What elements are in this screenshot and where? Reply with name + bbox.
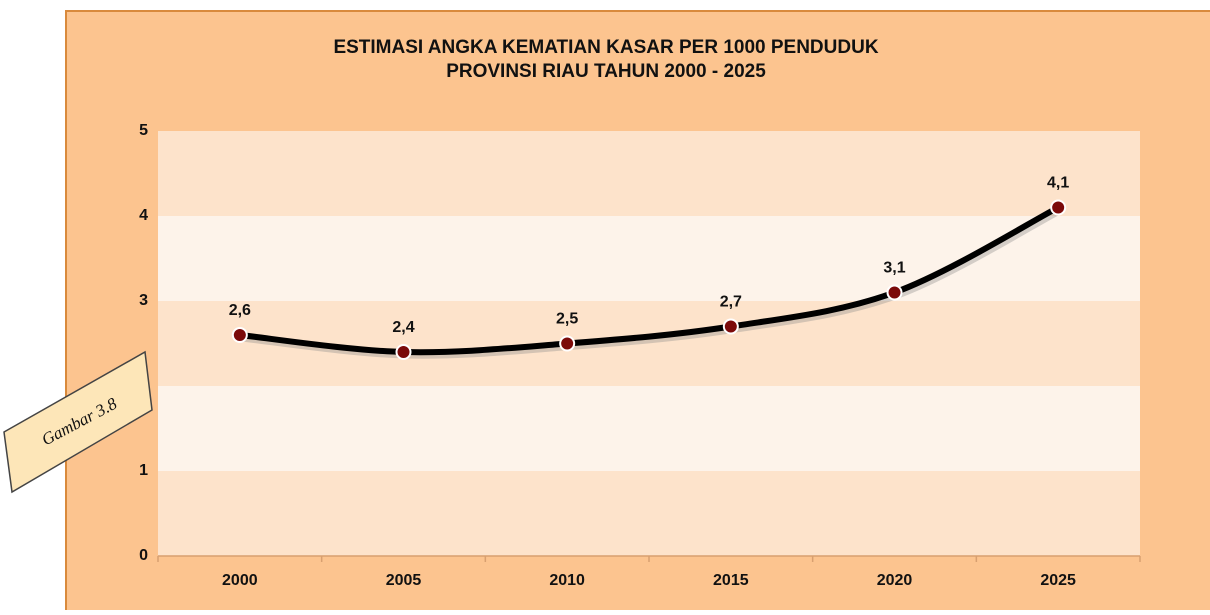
chart-title: ESTIMASI ANGKA KEMATIAN KASAR PER 1000 P… xyxy=(333,37,878,58)
plot-area: 0123452000200520102015202020252,62,42,52… xyxy=(139,122,1141,589)
x-tick-label: 2005 xyxy=(386,572,422,589)
data-label: 4,1 xyxy=(1047,175,1069,192)
x-tick-label: 2025 xyxy=(1040,572,1076,589)
x-tick-label: 2015 xyxy=(713,572,749,589)
grid-band xyxy=(158,471,1140,556)
x-tick-label: 2000 xyxy=(222,572,258,589)
marker xyxy=(1050,199,1067,216)
y-tick-label: 5 xyxy=(139,122,148,139)
y-tick-label: 3 xyxy=(139,292,148,309)
x-tick-label: 2010 xyxy=(549,572,585,589)
data-label: 2,5 xyxy=(556,311,578,328)
data-label: 3,1 xyxy=(883,260,905,277)
data-label: 2,6 xyxy=(229,302,251,319)
series-line xyxy=(239,204,1060,356)
grid-band xyxy=(158,386,1140,471)
y-tick-label: 4 xyxy=(139,207,148,224)
y-tick-label: 0 xyxy=(139,547,148,564)
figure-tag-box xyxy=(3,350,153,494)
marker xyxy=(559,335,576,352)
grid-band xyxy=(158,131,1140,216)
marker xyxy=(722,318,739,335)
marker xyxy=(886,284,903,301)
data-label: 2,7 xyxy=(720,294,742,311)
chart-subtitle: PROVINSI RIAU TAHUN 2000 - 2025 xyxy=(446,61,766,82)
grid-band xyxy=(158,216,1140,301)
x-tick-label: 2020 xyxy=(877,572,913,589)
marker xyxy=(395,344,412,360)
marker xyxy=(231,327,248,343)
data-label: 2,4 xyxy=(392,319,414,336)
y-tick-label: 1 xyxy=(139,462,148,479)
